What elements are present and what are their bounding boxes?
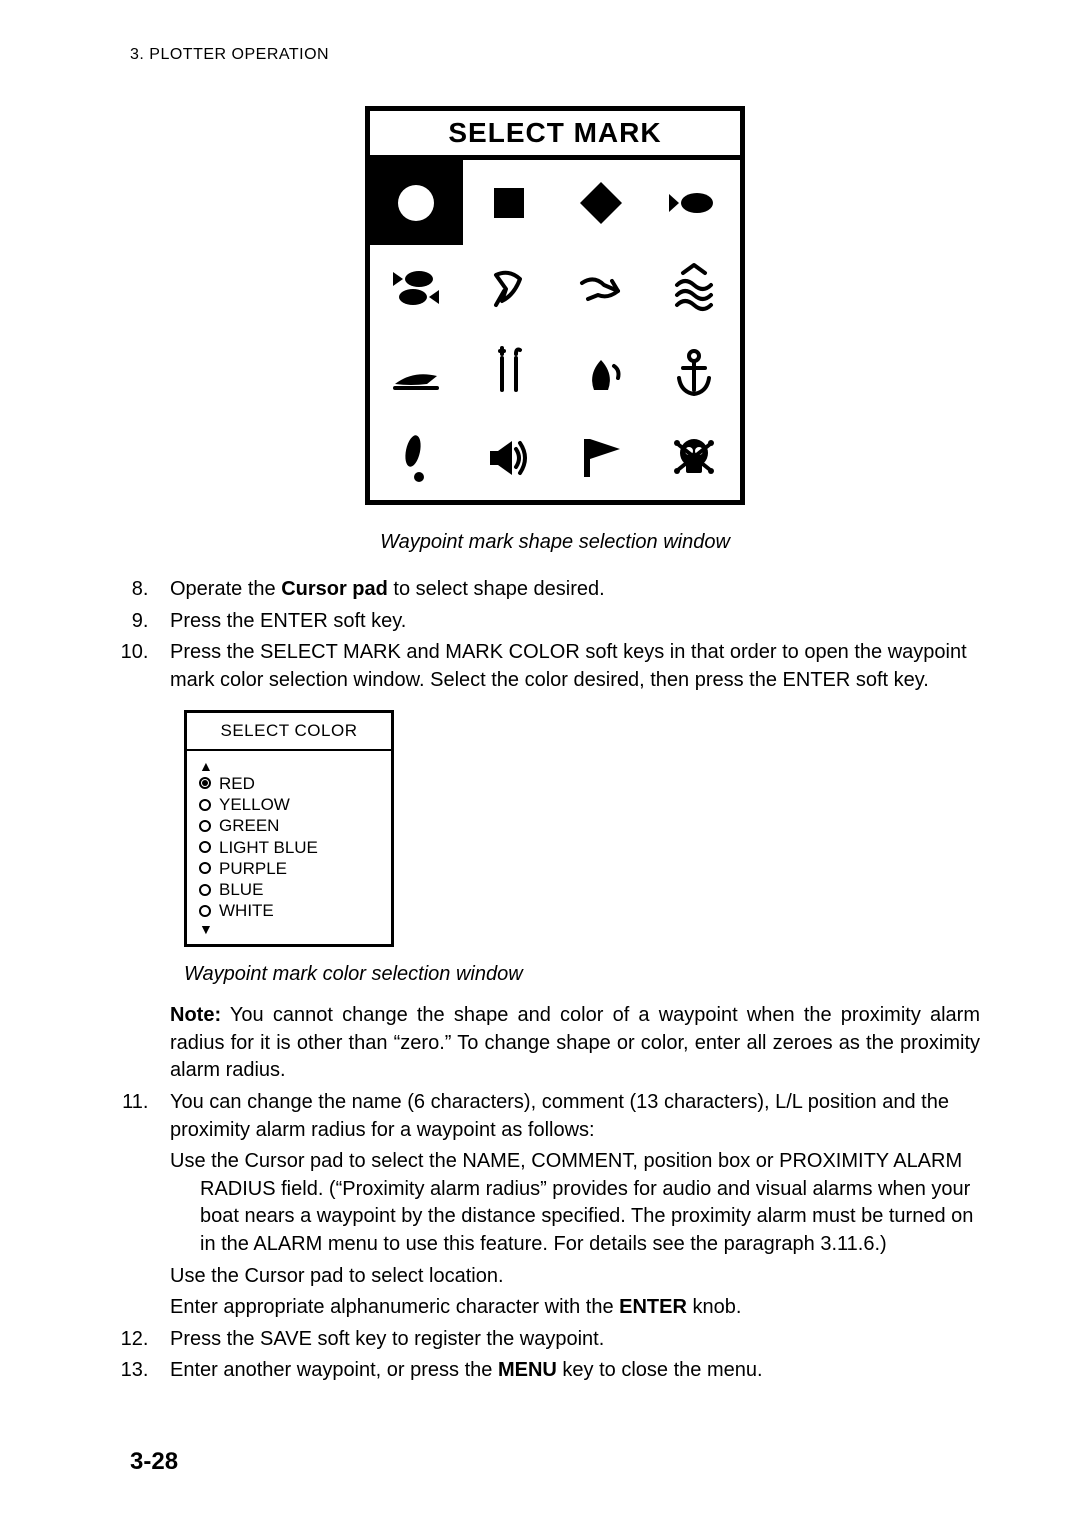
step-item: Press the ENTER soft key. — [154, 608, 980, 636]
color-label: BLUE — [219, 879, 263, 900]
color-caption: Waypoint mark color selection window — [184, 961, 980, 989]
mark-square[interactable] — [463, 160, 556, 245]
radio-icon — [199, 862, 211, 874]
radio-icon — [199, 777, 211, 789]
radio-icon — [199, 841, 211, 853]
section-header: 3. PLOTTER OPERATION — [130, 46, 980, 64]
step-item: You can change the name (6 characters), … — [154, 1089, 980, 1322]
scroll-down-icon: ▼ — [199, 922, 381, 936]
color-label: WHITE — [219, 900, 274, 921]
mark-sound[interactable] — [463, 415, 556, 500]
mark-anchor[interactable] — [648, 330, 741, 415]
mark-tower[interactable] — [463, 330, 556, 415]
mark-buoy[interactable] — [555, 330, 648, 415]
radio-icon — [199, 820, 211, 832]
sub-step: Use the Cursor pad to select the NAME, C… — [170, 1148, 980, 1258]
step-item: Press the SELECT MARK and MARK COLOR sof… — [154, 639, 980, 1085]
shape-caption: Waypoint mark shape selection window — [130, 531, 980, 554]
mark-circle[interactable] — [370, 160, 463, 245]
color-label: RED — [219, 773, 255, 794]
color-label: GREEN — [219, 815, 279, 836]
color-option[interactable]: PURPLE — [199, 858, 381, 879]
scroll-up-icon: ▲ — [199, 759, 381, 773]
color-option[interactable]: YELLOW — [199, 794, 381, 815]
mark-wing[interactable] — [370, 330, 463, 415]
select-mark-title: SELECT MARK — [370, 111, 740, 160]
mark-grid — [370, 160, 740, 500]
color-option[interactable]: GREEN — [199, 815, 381, 836]
mark-excl[interactable] — [370, 415, 463, 500]
radio-icon — [199, 905, 211, 917]
radio-icon — [199, 799, 211, 811]
page: 3. PLOTTER OPERATION SELECT MARK Waypoin… — [0, 0, 1080, 1528]
mark-diamond[interactable] — [555, 160, 648, 245]
sub-step: Enter appropriate alphanumeric character… — [170, 1294, 980, 1322]
color-option[interactable]: RED — [199, 773, 381, 794]
select-color-title: SELECT COLOR — [187, 713, 391, 750]
mark-skull[interactable] — [648, 415, 741, 500]
step-item: Operate the Cursor pad to select shape d… — [154, 576, 980, 604]
mark-waves[interactable] — [648, 245, 741, 330]
color-option[interactable]: WHITE — [199, 900, 381, 921]
mark-flag[interactable] — [555, 415, 648, 500]
color-label: LIGHT BLUE — [219, 837, 318, 858]
select-mark-panel: SELECT MARK — [365, 106, 745, 505]
mark-fish-pair[interactable] — [370, 245, 463, 330]
page-number: 3-28 — [130, 1448, 178, 1476]
steps-list: Operate the Cursor pad to select shape d… — [130, 576, 980, 1385]
color-option[interactable]: BLUE — [199, 879, 381, 900]
select-color-box: SELECT COLOR ▲REDYELLOWGREENLIGHT BLUEPUR… — [184, 710, 394, 946]
radio-icon — [199, 884, 211, 896]
color-label: PURPLE — [219, 858, 287, 879]
color-label: YELLOW — [219, 794, 290, 815]
color-option[interactable]: LIGHT BLUE — [199, 837, 381, 858]
step-item: Enter another waypoint, or press the MEN… — [154, 1357, 980, 1385]
note: Note: You cannot change the shape and co… — [170, 1002, 980, 1085]
mark-wave-right[interactable] — [555, 245, 648, 330]
mark-fish-right[interactable] — [648, 160, 741, 245]
step-item: Press the SAVE soft key to register the … — [154, 1326, 980, 1354]
mark-wave-down[interactable] — [463, 245, 556, 330]
sub-step: Use the Cursor pad to select location. — [170, 1263, 980, 1291]
